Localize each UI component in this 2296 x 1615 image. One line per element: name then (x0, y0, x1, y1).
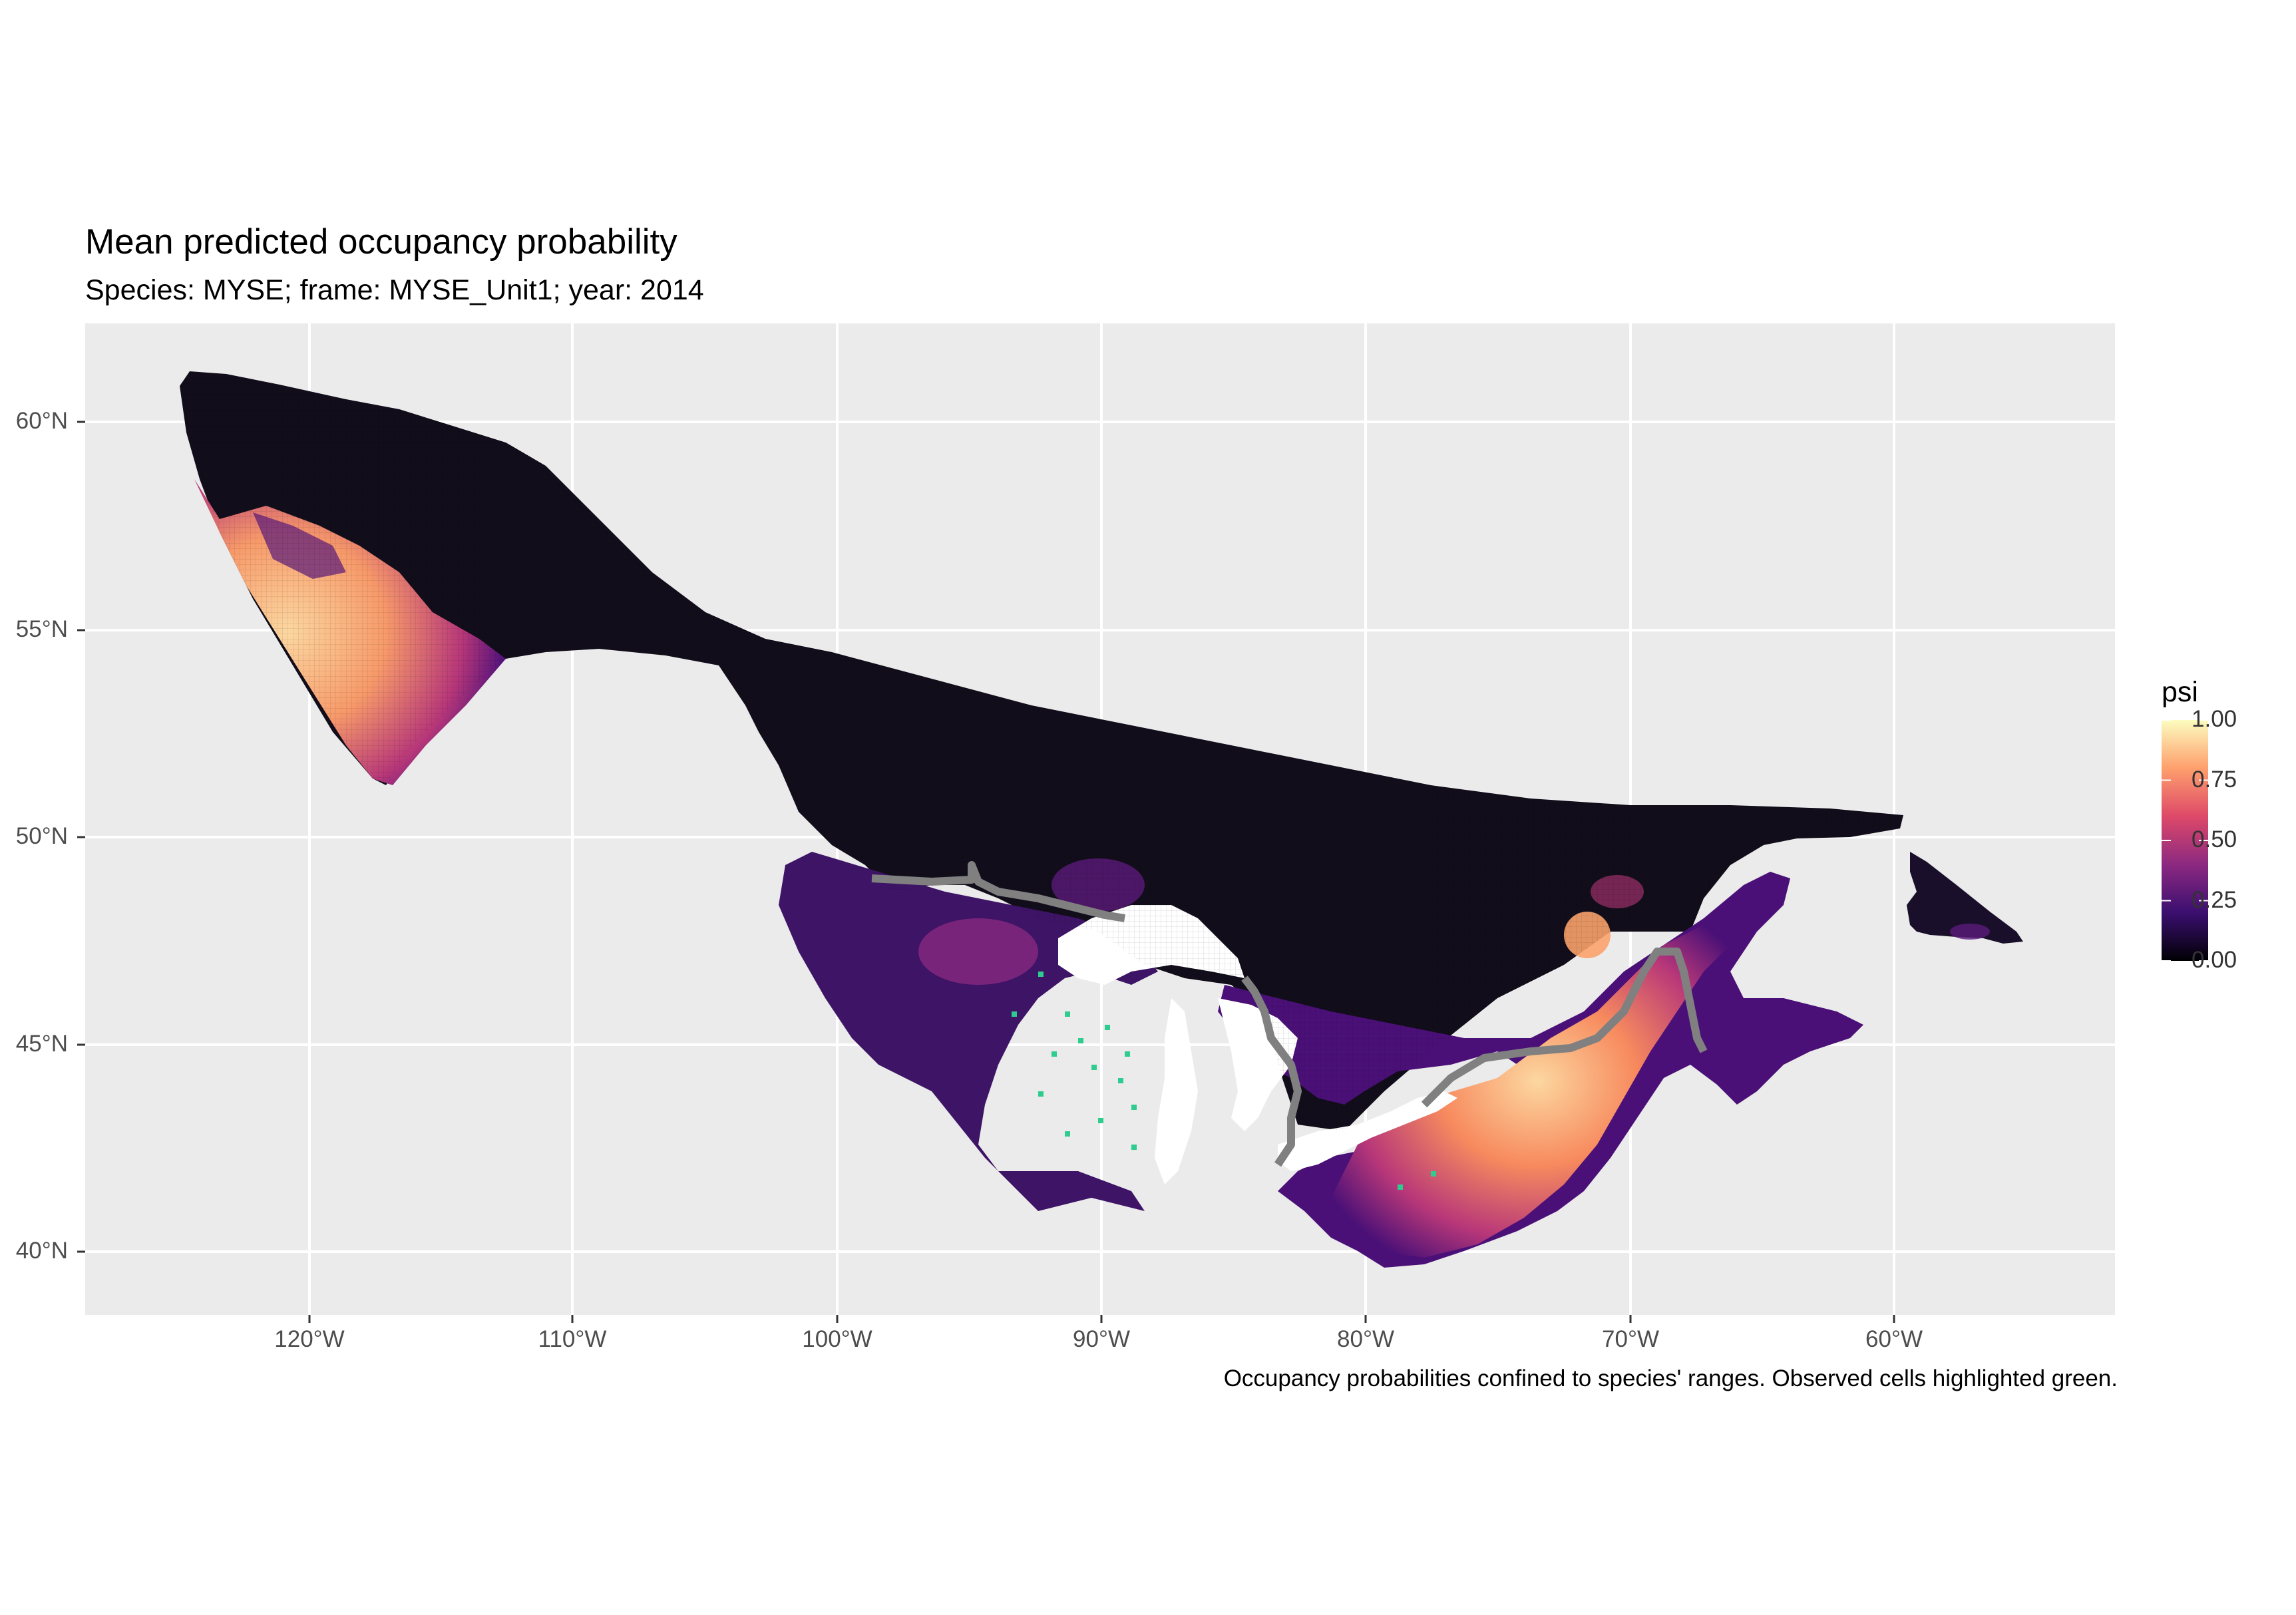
map-title: Mean predicted occupancy probability (85, 222, 677, 262)
border-west (871, 861, 1125, 922)
lake-erie-ontario (1278, 1091, 1457, 1171)
legend-label: 0.50 (2192, 826, 2237, 852)
legend-ticks (2162, 719, 2208, 962)
occupancy-raster (180, 371, 2023, 1268)
observed-cells (1012, 972, 1436, 1190)
legend-label: 0.75 (2192, 766, 2237, 793)
border-lakes (1241, 976, 1302, 1167)
lake-michigan (1155, 998, 1198, 1184)
legend-label: 0.25 (2192, 886, 2237, 913)
map-caption: Occupancy probabilities confined to spec… (1223, 1365, 2118, 1391)
map-subtitle: Species: MYSE; frame: MYSE_Unit1; year: … (85, 274, 704, 306)
y-tick-label: 55°N (15, 616, 68, 642)
y-tick-label: 40°N (15, 1238, 68, 1264)
y-tick-label: 60°N (15, 408, 68, 434)
legend-label: 1.00 (2192, 706, 2237, 732)
x-tick-label: 120°W (274, 1326, 345, 1352)
x-tick-label: 100°W (802, 1326, 872, 1352)
x-tick-label: 90°W (1073, 1326, 1130, 1352)
x-tick-label: 60°W (1865, 1326, 1923, 1352)
y-tick-label: 45°N (15, 1031, 68, 1057)
legend-title: psi (2162, 676, 2198, 708)
y-tick-label: 50°N (15, 823, 68, 849)
legend-label: 0.00 (2192, 947, 2237, 973)
newfoundland (1907, 852, 2023, 944)
x-tick-label: 70°W (1602, 1326, 1659, 1352)
x-tick-label: 80°W (1337, 1326, 1394, 1352)
border-east (1421, 948, 1708, 1108)
eastern-hotspot (1331, 905, 1744, 1258)
x-tick-label: 110°W (538, 1326, 607, 1352)
border-lines (871, 861, 1708, 1167)
